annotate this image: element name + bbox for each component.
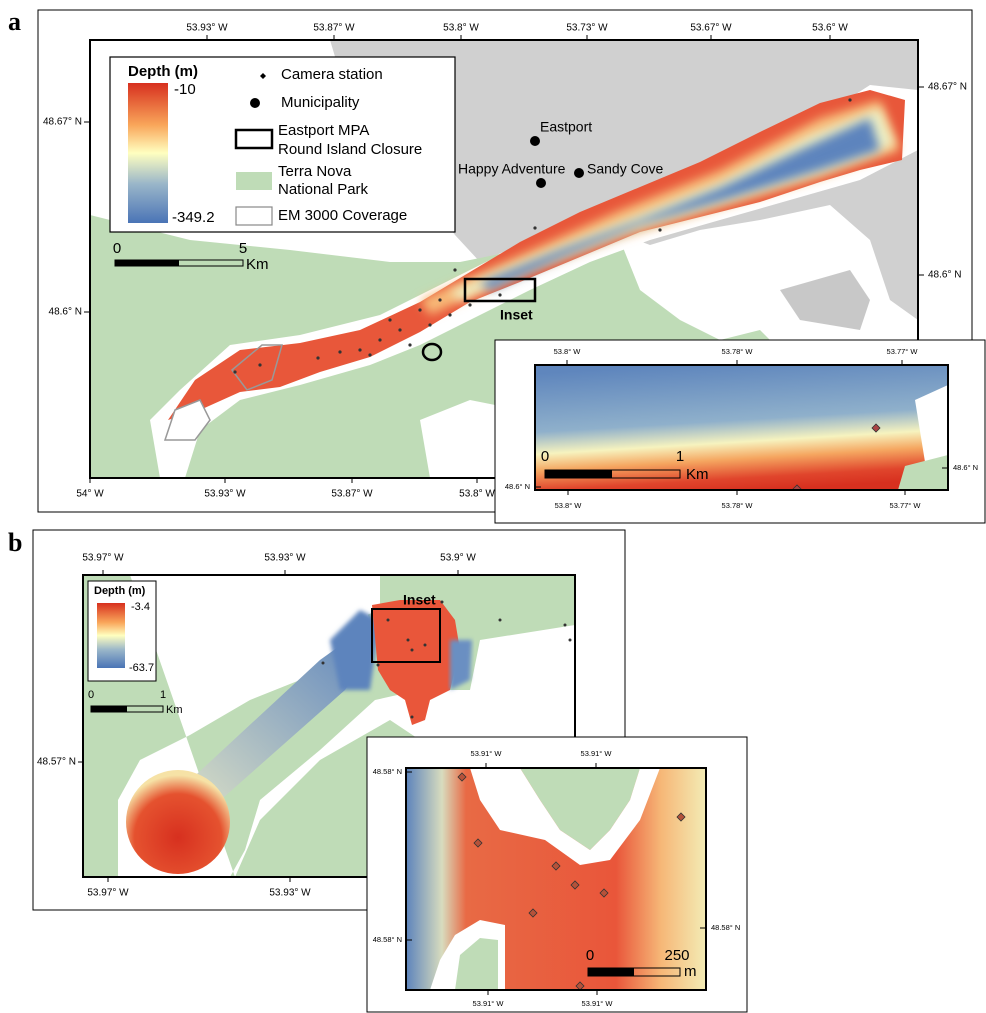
scale-bar [545, 470, 612, 478]
legend-max: -10 [174, 81, 196, 98]
legend-item: Municipality [281, 94, 360, 111]
tick-label: 53.77° W [887, 347, 919, 356]
tick-label: 53.91° W [471, 749, 503, 758]
tick-label: 48.67° N [43, 117, 82, 128]
legend-item: EM 3000 Coverage [278, 207, 407, 224]
legend-item: Camera station [281, 66, 383, 83]
panel-label: b [8, 528, 22, 557]
tick-label: 53.8° W [555, 501, 583, 510]
inset-label: Inset [500, 307, 533, 323]
scale-label: 0 [88, 689, 94, 701]
scale-unit: Km [166, 704, 183, 716]
place-label: Happy Adventure [458, 161, 566, 177]
tick-label: 53.93° W [204, 489, 246, 500]
tick-label: 53.93° W [186, 23, 228, 34]
legend-item: Terra Nova [278, 163, 352, 180]
tick-label: 53.6° W [812, 23, 848, 34]
scale-label: 1 [676, 448, 684, 465]
scale-unit: Km [686, 466, 709, 483]
tick-label: 53.87° W [313, 23, 355, 34]
legend-min: -349.2 [172, 209, 215, 226]
tick-label: 53.87° W [331, 489, 373, 500]
legend-min: -63.7 [129, 662, 154, 674]
tick-label: 53.91° W [582, 999, 614, 1008]
tick-label: 53.77° W [890, 501, 922, 510]
scale-label: 0 [541, 448, 549, 465]
scale-unit: Km [246, 256, 269, 273]
tick-label: 48.6° N [505, 482, 530, 491]
tick-label: 48.6° N [953, 463, 978, 472]
tick-label: 53.93° W [269, 888, 311, 899]
place-label: Sandy Cove [587, 161, 663, 177]
figure: a 53.93° W 53.87° W 53.8° W 53.73° W 53.67° W… [0, 0, 986, 1013]
tick-label: 53.97° W [82, 553, 124, 564]
place-label: Eastport [540, 119, 592, 135]
tick-label: 53.8° W [459, 489, 495, 500]
legend-title: Depth (m) [94, 585, 146, 597]
tick-label: 54° W [76, 489, 104, 500]
tick-label: 48.6° N [49, 307, 82, 318]
scale-label: 0 [586, 947, 594, 964]
tick-label: 53.91° W [581, 749, 613, 758]
tick-label: 53.97° W [87, 888, 129, 899]
tick-label: 53.73° W [566, 23, 608, 34]
scale-label: 5 [239, 240, 247, 257]
tick-label: 48.6° N [928, 270, 961, 281]
scale-label: 0 [113, 240, 121, 257]
legend-item: National Park [278, 181, 369, 198]
tick-label: 48.58° N [711, 923, 740, 932]
scale-bar [588, 968, 634, 976]
tick-label: 48.58° N [373, 935, 402, 944]
tick-label: 53.93° W [264, 553, 306, 564]
scale-label: 250 [664, 947, 689, 964]
tick-label: 53.78° W [722, 347, 754, 356]
scale-label: 1 [160, 689, 166, 701]
inset-label: Inset [403, 592, 436, 608]
legend-max: -3.4 [131, 601, 150, 613]
legend-title: Depth (m) [128, 63, 198, 80]
tick-label: 53.91° W [473, 999, 505, 1008]
tick-label: 48.57° N [37, 757, 76, 768]
tick-label: 53.78° W [722, 501, 754, 510]
tick-label: 48.67° N [928, 82, 967, 93]
tick-label: 53.9° W [440, 553, 476, 564]
tick-label: 53.8° W [443, 23, 479, 34]
legend-item: Eastport MPA [278, 122, 369, 139]
tick-label: 53.67° W [690, 23, 732, 34]
tick-label: 48.58° N [373, 767, 402, 776]
inset-map-b [406, 768, 706, 990]
scale-unit: m [684, 963, 697, 980]
legend-item: Round Island Closure [278, 141, 422, 158]
tick-label: 53.8° W [554, 347, 582, 356]
panel-label: a [8, 7, 21, 36]
